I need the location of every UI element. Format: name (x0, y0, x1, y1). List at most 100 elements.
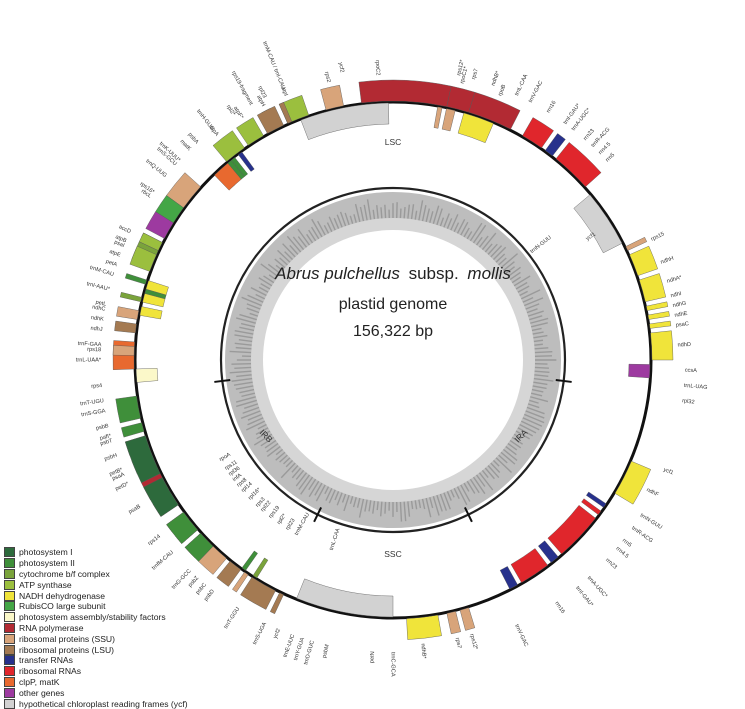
legend-item: ribosomal proteins (SSU) (4, 633, 364, 644)
gene-label: trnS-GGA (81, 408, 106, 418)
gene-label: ycf1 (662, 467, 674, 476)
gene-block (120, 292, 142, 301)
gene-label: trnV-GAC (513, 624, 529, 648)
gene-label: rpoA (219, 452, 232, 463)
gene-label: ndhB* (419, 643, 427, 660)
gene-label: ndhB* (491, 70, 502, 87)
gene-block (321, 85, 344, 110)
gene-block (511, 548, 548, 582)
gene-label: rrn5 (605, 152, 616, 163)
legend-swatch (4, 623, 15, 633)
gene-label: psaC (676, 321, 690, 329)
gene-label: rps2 (323, 71, 331, 83)
gene-label: ndhC (92, 304, 106, 312)
gc-bar (535, 352, 553, 353)
gene-label: petA (105, 259, 118, 269)
gene-label: trnT-UGU (80, 398, 105, 407)
legend-label: cytochrome b/f complex (19, 569, 110, 579)
legend-swatch (4, 655, 15, 665)
gene-label: ndhE (674, 311, 688, 319)
legend-label: ATP synthase (19, 580, 72, 590)
gene-label: rrn5 (621, 538, 633, 549)
legend-swatch (4, 580, 15, 590)
gene-block (213, 131, 244, 162)
gene-label: rpoC2 (374, 60, 381, 76)
gene-label: rps15 (650, 231, 665, 242)
legend-swatch (4, 591, 15, 601)
gene-block (236, 118, 263, 146)
gene-label: trnI-AAU* (86, 281, 111, 293)
legend-item: transfer RNAs (4, 655, 364, 666)
species-title: Abrus pulchellus subsp. mollis (274, 264, 511, 283)
legend-item: ATP synthase (4, 579, 364, 590)
gene-block (140, 307, 162, 319)
subsp-abbrev: subsp. (409, 264, 459, 283)
gene-block (649, 321, 670, 328)
gene-block (166, 512, 197, 543)
gene-label: psbB (95, 423, 109, 432)
gene-label: psaB (128, 504, 142, 516)
gene-block (116, 396, 141, 423)
gene-label: ccsA (685, 368, 698, 374)
gene-block (651, 331, 673, 360)
gene-label: trnN-GUU (529, 235, 552, 255)
gene-block (648, 311, 669, 319)
gene-label: trnF-GAA (78, 341, 102, 348)
legend-item: photosystem II (4, 558, 364, 569)
gene-label: atpE (108, 249, 121, 259)
gene-label: petD* (115, 481, 131, 493)
gc-bar (534, 344, 543, 345)
gene-label: trnM-CAU (89, 265, 115, 278)
legend-swatch (4, 612, 15, 622)
gene-label: trnI-GAU* (574, 585, 594, 608)
gc-bar (385, 205, 386, 218)
legend-item: clpP, matK (4, 677, 364, 688)
gene-label: matK (179, 139, 193, 153)
gene-block (407, 615, 442, 640)
legend-swatch (4, 666, 15, 676)
legend-label: ribosomal proteins (LSU) (19, 645, 114, 655)
gc-bar (400, 209, 401, 219)
legend-swatch (4, 645, 15, 655)
gc-bar (234, 367, 251, 368)
gene-label: trnN-GUU (639, 513, 663, 531)
gene-label: trnC-GCA (390, 652, 396, 677)
gene-label: rps7 (471, 68, 480, 80)
gene-block (115, 321, 137, 333)
gene-label: petN (369, 651, 376, 663)
gene-label: psbH (104, 453, 118, 463)
gene-label: ndhH (660, 256, 675, 266)
gene-label: ndhI (670, 291, 682, 299)
legend-label: photosystem II (19, 558, 75, 568)
legend-swatch (4, 634, 15, 644)
legend-swatch (4, 677, 15, 687)
gene-label: trnQ-UUG (144, 158, 167, 179)
gene-label: rps4 (91, 383, 102, 390)
gene-label: rrn4.5 (614, 546, 629, 560)
gene-block (116, 307, 138, 320)
legend-swatch (4, 569, 15, 579)
gene-label: ndhA* (666, 275, 683, 285)
gc-bar (535, 367, 549, 368)
gene-block (301, 103, 389, 140)
legend-item: ribosomal RNAs (4, 666, 364, 677)
gene-label: trnM-CAU / trnI-CAU (261, 41, 286, 91)
gene-label: trnH-GUG (195, 109, 215, 133)
gene-label: ndhJ (90, 326, 103, 333)
gc-bar (231, 364, 251, 365)
gene-block (646, 302, 668, 311)
legend-swatch (4, 547, 15, 557)
gene-label: accD (118, 224, 132, 235)
gc-bar (381, 207, 382, 218)
gene-block (113, 345, 134, 355)
gene-block (125, 273, 146, 284)
gene-label: trnL-CAA (514, 73, 529, 97)
gene-block (628, 364, 650, 378)
variety-name: mollis (467, 264, 511, 283)
legend-label: photosystem assembly/stability factors (19, 612, 166, 622)
legend-item: ribosomal proteins (LSU) (4, 644, 364, 655)
legend-swatch (4, 688, 15, 698)
gc-bar (385, 502, 386, 514)
legend-item: other genes (4, 687, 364, 698)
gene-label: rpl2* (276, 512, 288, 526)
